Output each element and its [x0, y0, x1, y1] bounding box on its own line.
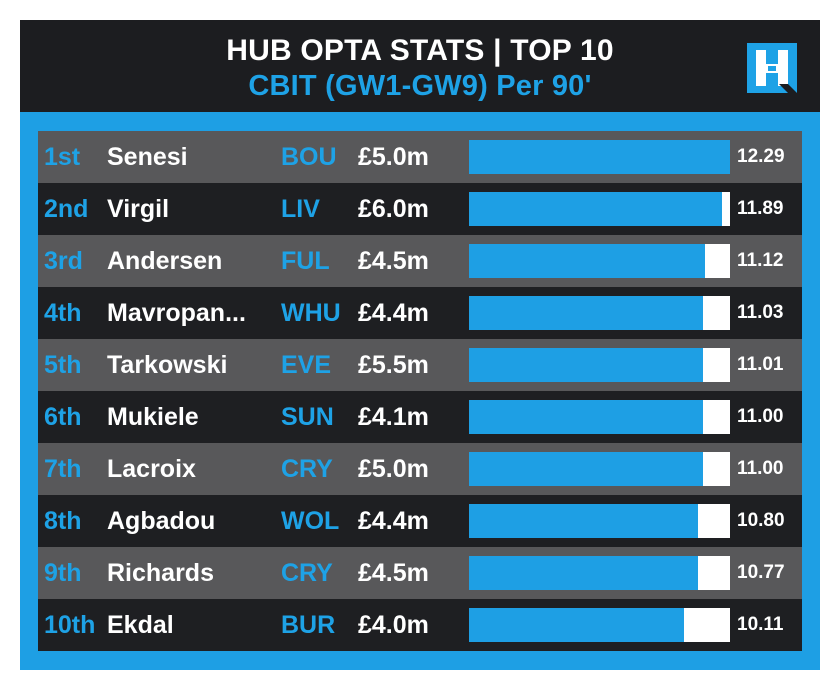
table-row: 1st Senesi BOU £5.0m 12.29: [38, 131, 802, 183]
player-price: £4.0m: [358, 611, 429, 639]
team-code: CRY: [281, 455, 333, 483]
team-code: CRY: [281, 559, 333, 587]
bar-track: [469, 452, 730, 486]
bar-track: [469, 504, 730, 538]
table-row: 5th Tarkowski EVE £5.5m 11.01: [38, 339, 802, 391]
value-label: 11.12: [737, 250, 784, 271]
value-label: 11.00: [737, 458, 784, 479]
rank-label: 6th: [44, 403, 82, 431]
player-price: £6.0m: [358, 195, 429, 223]
player-name: Ekdal: [107, 611, 174, 639]
player-price: £4.4m: [358, 299, 429, 327]
rank-label: 8th: [44, 507, 82, 535]
rank-label: 9th: [44, 559, 82, 587]
value-label: 10.80: [737, 510, 785, 531]
player-name: Mavropan...: [107, 299, 246, 327]
table-row: 2nd Virgil LIV £6.0m 11.89: [38, 183, 802, 235]
bar: [469, 400, 703, 434]
table-row: 8th Agbadou WOL £4.4m 10.80: [38, 495, 802, 547]
rank-label: 1st: [44, 143, 81, 171]
value-label: 12.29: [737, 146, 785, 167]
team-code: FUL: [281, 247, 330, 275]
value-label: 10.11: [737, 614, 784, 635]
player-name: Tarkowski: [107, 351, 228, 379]
rank-label: 7th: [44, 455, 82, 483]
player-name: Lacroix: [107, 455, 196, 483]
table-row: 7th Lacroix CRY £5.0m 11.00: [38, 443, 802, 495]
table-row: 6th Mukiele SUN £4.1m 11.00: [38, 391, 802, 443]
player-price: £4.1m: [358, 403, 429, 431]
chart-subtitle: CBIT (GW1-GW9) Per 90': [248, 70, 592, 102]
player-name: Andersen: [107, 247, 223, 275]
player-name: Senesi: [107, 143, 188, 171]
team-code: EVE: [281, 351, 332, 379]
bar: [469, 296, 703, 330]
bar-track: [469, 192, 730, 226]
value-label: 11.00: [737, 406, 784, 427]
bar: [469, 244, 705, 278]
team-code: BOU: [281, 143, 337, 171]
team-code: WOL: [281, 507, 340, 535]
header: HUB OPTA STATS | TOP 10 CBIT (GW1-GW9) P…: [20, 20, 820, 112]
bar-track: [469, 556, 730, 590]
rank-label: 10th: [44, 611, 96, 639]
bar: [469, 140, 730, 174]
bar-track: [469, 348, 730, 382]
value-label: 11.89: [737, 198, 784, 219]
table-row: 9th Richards CRY £4.5m 10.77: [38, 547, 802, 599]
player-name: Richards: [107, 559, 214, 587]
hub-h-logo-icon: [747, 43, 797, 93]
team-code: SUN: [281, 403, 334, 431]
bar-track: [469, 296, 730, 330]
bar-track: [469, 400, 730, 434]
rank-label: 2nd: [44, 195, 89, 223]
chart-title: HUB OPTA STATS | TOP 10: [226, 34, 614, 67]
bar: [469, 348, 703, 382]
player-price: £5.0m: [358, 143, 429, 171]
team-code: WHU: [281, 299, 341, 327]
player-price: £4.4m: [358, 507, 429, 535]
team-code: LIV: [281, 195, 320, 223]
rank-label: 5th: [44, 351, 82, 379]
value-label: 11.01: [737, 354, 784, 375]
table-row: 3rd Andersen FUL £4.5m 11.12: [38, 235, 802, 287]
bar: [469, 192, 722, 226]
player-price: £4.5m: [358, 559, 429, 587]
player-name: Mukiele: [107, 403, 199, 431]
table-row: 4th Mavropan... WHU £4.4m 11.03: [38, 287, 802, 339]
bar-track: [469, 244, 730, 278]
player-price: £5.5m: [358, 351, 429, 379]
player-name: Agbadou: [107, 507, 216, 535]
player-price: £4.5m: [358, 247, 429, 275]
team-code: BUR: [281, 611, 336, 639]
rank-label: 3rd: [44, 247, 83, 275]
player-name: Virgil: [107, 195, 170, 223]
value-label: 10.77: [737, 562, 785, 583]
player-price: £5.0m: [358, 455, 429, 483]
bar: [469, 504, 698, 538]
value-label: 11.03: [737, 302, 784, 323]
bar: [469, 452, 703, 486]
table-row: 10th Ekdal BUR £4.0m 10.11: [38, 599, 802, 651]
bar-track: [469, 608, 730, 642]
bar-track: [469, 140, 730, 174]
rank-label: 4th: [44, 299, 82, 327]
bar: [469, 556, 698, 590]
bar: [469, 608, 684, 642]
